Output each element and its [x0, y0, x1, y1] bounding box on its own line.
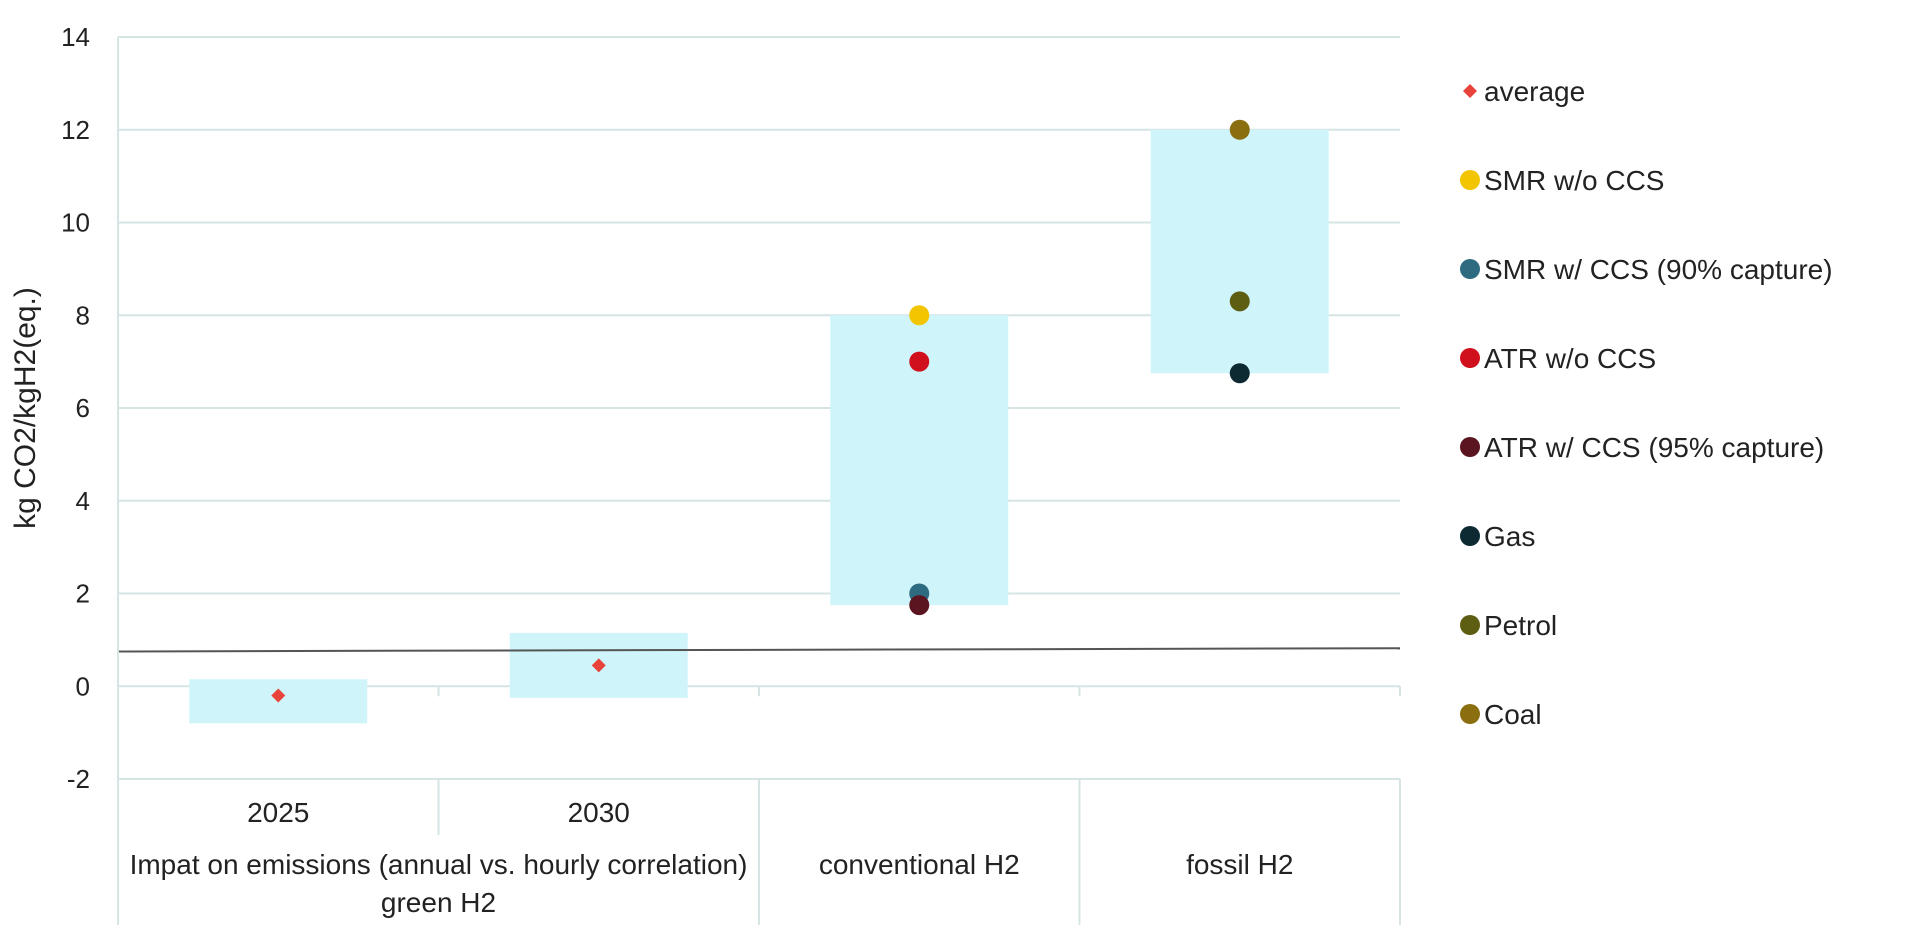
- legend-marker-circle: [1460, 526, 1480, 546]
- legend-label: SMR w/o CCS: [1484, 165, 1664, 196]
- legend-item: ATR w/o CCS: [1460, 343, 1656, 374]
- range-box: [1150, 129, 1329, 374]
- reference-line-layer: [117, 647, 1401, 653]
- legend-label: ATR w/ CCS (95% capture): [1484, 432, 1824, 463]
- legend-item: ATR w/ CCS (95% capture): [1460, 432, 1824, 463]
- y-tick-label: 0: [76, 671, 90, 701]
- legend-marker-diamond: [1463, 84, 1477, 98]
- legend-item: Gas: [1460, 521, 1535, 552]
- legend-marker-circle: [1460, 437, 1480, 457]
- legend-item: Petrol: [1460, 610, 1557, 641]
- data-point-circle: [1229, 291, 1250, 312]
- legend-marker-circle: [1460, 704, 1480, 724]
- category-group-label: fossil H2: [1186, 849, 1293, 880]
- legend-label: SMR w/ CCS (90% capture): [1484, 254, 1833, 285]
- y-tick-label: 12: [61, 115, 90, 145]
- axes: -2 0 2 4 6 8 10 12 14 2025 2030 Impat on emissions …: [61, 22, 1401, 925]
- category-group-label: conventional H2: [819, 849, 1020, 880]
- data-point-diamond: [271, 688, 286, 703]
- range-boxes: [189, 129, 1329, 724]
- legend-label: Gas: [1484, 521, 1535, 552]
- legend-label: Coal: [1484, 699, 1542, 730]
- y-tick-label: 8: [76, 300, 90, 330]
- legend-item: SMR w/o CCS: [1460, 165, 1664, 196]
- category-group-label: green H2: [381, 887, 496, 918]
- y-tick-label: 6: [76, 393, 90, 423]
- data-point-diamond: [591, 658, 606, 673]
- data-point-circle: [1229, 119, 1250, 140]
- y-axis-title: kg CO2/kgH2(eq.): [9, 287, 42, 529]
- category-group-label: Impat on emissions (annual vs. hourly co…: [130, 849, 748, 880]
- reference-line: [117, 647, 1401, 653]
- legend-marker-circle: [1460, 259, 1480, 279]
- legend: average SMR w/o CCS SMR w/ CCS (90% captur…: [1460, 76, 1833, 730]
- legend-label: Petrol: [1484, 610, 1557, 641]
- data-point-circle: [1229, 363, 1250, 384]
- legend-marker-circle: [1460, 170, 1480, 190]
- category-label: 2025: [247, 797, 309, 828]
- data-point-circle: [909, 305, 930, 326]
- legend-label: average: [1484, 76, 1585, 107]
- legend-item: SMR w/ CCS (90% capture): [1460, 254, 1833, 285]
- y-tick-label: 10: [61, 208, 90, 238]
- y-tick-label: 14: [61, 22, 90, 52]
- data-points: [271, 119, 1250, 703]
- y-tick-label: 2: [76, 579, 90, 609]
- data-point-circle: [909, 595, 930, 616]
- legend-item: Coal: [1460, 699, 1542, 730]
- y-tick-label: 4: [76, 486, 90, 516]
- y-tick-label: -2: [67, 764, 90, 794]
- legend-marker-circle: [1460, 615, 1480, 635]
- legend-marker-circle: [1460, 348, 1480, 368]
- data-point-circle: [909, 351, 930, 372]
- legend-label: ATR w/o CCS: [1484, 343, 1656, 374]
- category-label: 2030: [568, 797, 630, 828]
- legend-item: average: [1463, 76, 1585, 107]
